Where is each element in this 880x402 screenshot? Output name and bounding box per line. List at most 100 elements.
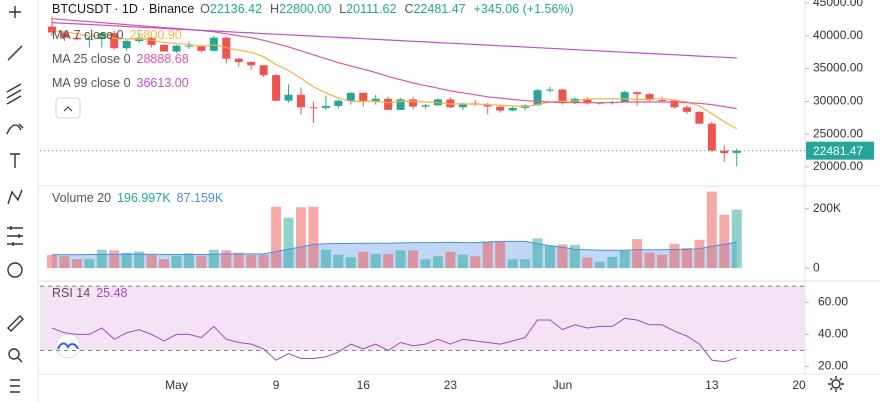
candle-body: [272, 75, 281, 101]
brush-icon[interactable]: [6, 123, 24, 135]
collapse-button[interactable]: [55, 97, 81, 119]
candle-body: [546, 89, 554, 91]
candle-body: [409, 99, 418, 107]
logo: [55, 333, 81, 359]
candle-body: [234, 58, 243, 62]
candle-body: [483, 104, 492, 107]
title: BTCUSDT · 1D · Binance: [52, 2, 195, 16]
volume-bar: [545, 245, 555, 269]
candle-body: [172, 45, 181, 52]
candle-body: [707, 123, 716, 151]
y-tick-label: 30000.00: [813, 94, 863, 108]
collapse-icon: [63, 106, 73, 112]
volume-bar: [221, 250, 232, 269]
candle-body: [670, 100, 679, 108]
volume-bar: [47, 255, 57, 269]
volume-bar: [233, 252, 244, 269]
volume-bar: [569, 244, 580, 269]
x-tick-label: May: [165, 378, 188, 392]
volume-bar: [432, 256, 443, 269]
candle-body: [496, 106, 505, 111]
x-tick-label: 16: [357, 378, 371, 392]
volume-bar: [208, 249, 219, 269]
candle-body: [147, 37, 156, 45]
change: +345.06 (+1.56%): [473, 2, 574, 16]
volume-legend: Volume 20 196.997K 87.159K: [52, 191, 229, 205]
volume-bar: [644, 252, 655, 269]
candle-body: [396, 99, 405, 110]
candle-body: [297, 94, 305, 108]
volume-bar: [694, 239, 705, 269]
ruler-icon[interactable]: [7, 315, 24, 332]
candle-body: [197, 45, 206, 51]
candle-body: [209, 37, 218, 51]
zoom-icon[interactable]: [8, 348, 20, 360]
ohlc-key: C: [404, 2, 414, 16]
volume-bar: [457, 254, 468, 269]
text-icon[interactable]: [10, 153, 20, 168]
volume-bar: [320, 249, 331, 269]
candle-body: [645, 94, 654, 101]
rsi-value: 25.48: [96, 286, 128, 300]
more-icon[interactable]: [10, 379, 20, 393]
candle-body: [384, 98, 393, 110]
volume-bar: [507, 259, 518, 269]
candle-body: [284, 94, 293, 101]
rsi-title: RSI 14: [52, 286, 91, 300]
volume-bar: [657, 254, 668, 269]
candle-body: [620, 92, 629, 103]
ma-legend: MA 7 close 0 25800.90: [52, 28, 188, 42]
toolbar: [0, 0, 38, 402]
toolbar-icons[interactable]: [6, 6, 24, 393]
candle-body: [458, 103, 467, 108]
volume-bar: [370, 253, 381, 269]
candle-body: [633, 92, 642, 95]
candle-body: [682, 107, 691, 112]
fib-icon[interactable]: [6, 83, 22, 105]
x-tick-label: 20: [792, 378, 806, 392]
candle-body: [110, 33, 119, 49]
volume-bar: [183, 253, 194, 269]
volume-ma-line: [52, 240, 737, 256]
volume-bar: [594, 261, 605, 269]
y-tick-label: 40.00: [818, 327, 848, 341]
volume-bar: [395, 250, 406, 269]
candle-body: [259, 65, 268, 76]
volume-bar: [134, 251, 145, 269]
price-legend: BTCUSDT · 1D · Binance O22136.42 H22800.00…: [52, 2, 580, 16]
rsi-band: [40, 286, 805, 351]
volume-bar: [607, 256, 618, 269]
volume-bar: [84, 259, 95, 269]
rsi-line: [51, 317, 737, 363]
measure-icon[interactable]: [7, 226, 23, 246]
volume-bar: [121, 252, 132, 269]
candle-body: [160, 44, 169, 52]
volume-title: Volume 20: [52, 191, 112, 205]
x-tick-label: Jun: [553, 378, 572, 392]
crosshair-icon[interactable]: [9, 6, 21, 18]
candle-body: [321, 105, 330, 108]
settings-icon[interactable]: [828, 376, 844, 392]
candle-body: [371, 98, 380, 103]
line-tool-icon[interactable]: [7, 45, 23, 61]
candle-body: [508, 107, 517, 111]
ohlc-value: 22481.47: [413, 2, 466, 16]
volume-bar: [706, 191, 717, 269]
candle-body: [446, 99, 455, 108]
x-tick-label: 13: [705, 378, 719, 392]
ma-value: 28888.68: [136, 52, 189, 66]
y-tick-label: 60.00: [818, 294, 848, 308]
ohlc-key: H: [270, 2, 280, 16]
candle-body: [658, 100, 667, 102]
volume-bar: [345, 257, 356, 269]
pattern-icon[interactable]: [7, 189, 23, 205]
candle-body: [122, 41, 131, 49]
ohlc-value: 20111.62: [346, 2, 397, 16]
candle-body: [732, 150, 741, 153]
ohlc-value: 22800.00: [279, 2, 332, 16]
emoji-icon[interactable]: [7, 262, 23, 278]
y-tick-label: 45000.00: [813, 0, 863, 9]
candle-body: [533, 90, 542, 106]
candle-body: [583, 98, 592, 104]
